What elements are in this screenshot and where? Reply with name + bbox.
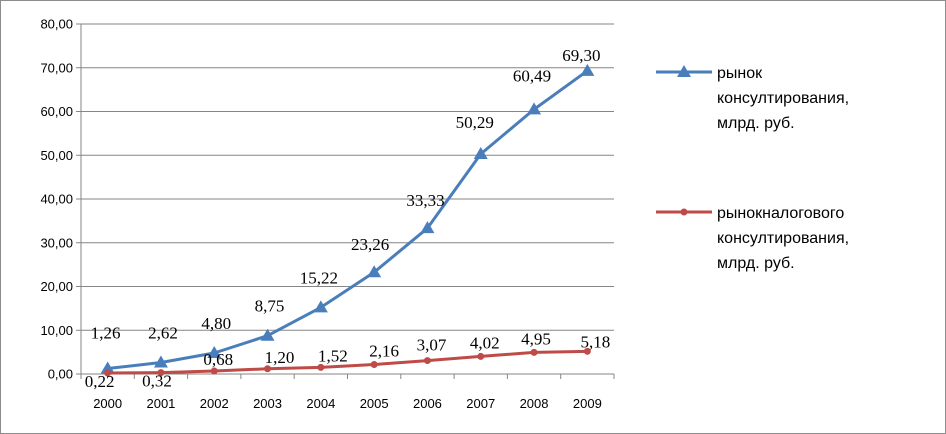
data-point-circle xyxy=(423,357,431,365)
y-tick-label: 20,00 xyxy=(40,279,73,294)
x-tick-label: 2006 xyxy=(413,396,442,411)
series-line xyxy=(107,349,588,375)
data-label: 2,62 xyxy=(148,324,178,343)
y-tick-label: 30,00 xyxy=(40,235,73,250)
data-label: 69,30 xyxy=(562,46,600,65)
data-point-triangle xyxy=(473,146,488,159)
x-tick-label: 2008 xyxy=(520,396,549,411)
x-tick-label: 2002 xyxy=(200,396,229,411)
data-label: 50,29 xyxy=(456,113,494,132)
data-label: 0,32 xyxy=(142,372,172,391)
legend-marker-circle xyxy=(680,208,688,216)
data-point-circle xyxy=(264,365,272,373)
data-label: 1,52 xyxy=(318,346,348,365)
data-point-circle xyxy=(477,352,485,360)
legend-label: рынокналогового консултирования, млрд. руб… xyxy=(717,205,849,272)
data-point-triangle xyxy=(420,221,435,234)
data-label: 5,18 xyxy=(580,332,610,351)
y-tick-label: 10,00 xyxy=(40,323,73,338)
data-label: 3,07 xyxy=(417,336,447,355)
data-label: 1,20 xyxy=(265,348,295,367)
y-tick-label: 40,00 xyxy=(40,192,73,207)
data-point-triangle xyxy=(580,63,595,76)
data-point-circle xyxy=(583,347,591,355)
data-point-circle xyxy=(370,361,378,369)
data-point-triangle xyxy=(153,355,168,368)
legend-marker-triangle xyxy=(677,65,691,77)
y-tick-label: 50,00 xyxy=(40,148,73,163)
data-label: 4,02 xyxy=(470,333,500,352)
legend-label: рынок консултирования, млрд. руб. xyxy=(717,65,849,132)
x-tick-label: 2007 xyxy=(466,396,495,411)
data-point-triangle xyxy=(367,265,382,278)
data-point-triangle xyxy=(207,346,222,358)
data-label: 1,26 xyxy=(91,323,121,342)
data-point-triangle xyxy=(527,102,542,115)
data-point-triangle xyxy=(313,300,328,313)
x-tick-label: 2000 xyxy=(93,396,122,411)
x-tick-label: 2004 xyxy=(306,396,335,411)
data-point-circle xyxy=(210,367,218,375)
x-tick-label: 2005 xyxy=(360,396,389,411)
data-point-circle xyxy=(157,369,165,377)
data-point-circle xyxy=(104,369,112,377)
data-label: 33,33 xyxy=(406,191,444,210)
data-point-triangle xyxy=(100,361,115,374)
data-label: 0,68 xyxy=(203,350,233,369)
data-point-circle xyxy=(530,348,538,356)
data-label: 15,22 xyxy=(300,268,338,287)
data-label: 0,22 xyxy=(85,372,115,391)
data-label: 60,49 xyxy=(513,66,551,85)
y-tick-label: 0,00 xyxy=(48,367,73,382)
data-point-circle xyxy=(317,363,325,371)
y-tick-label: 70,00 xyxy=(40,60,73,75)
data-label: 23,26 xyxy=(351,235,389,254)
data-label: 4,80 xyxy=(201,314,231,333)
data-label: 4,95 xyxy=(521,329,551,348)
data-label: 8,75 xyxy=(255,297,285,316)
x-tick-label: 2003 xyxy=(253,396,282,411)
y-tick-label: 60,00 xyxy=(40,104,73,119)
data-point-triangle xyxy=(260,328,275,341)
series-line xyxy=(107,69,589,370)
data-label: 2,16 xyxy=(369,342,399,361)
y-tick-label: 80,00 xyxy=(40,17,73,32)
x-tick-label: 2001 xyxy=(146,396,175,411)
x-tick-label: 2009 xyxy=(573,396,602,411)
